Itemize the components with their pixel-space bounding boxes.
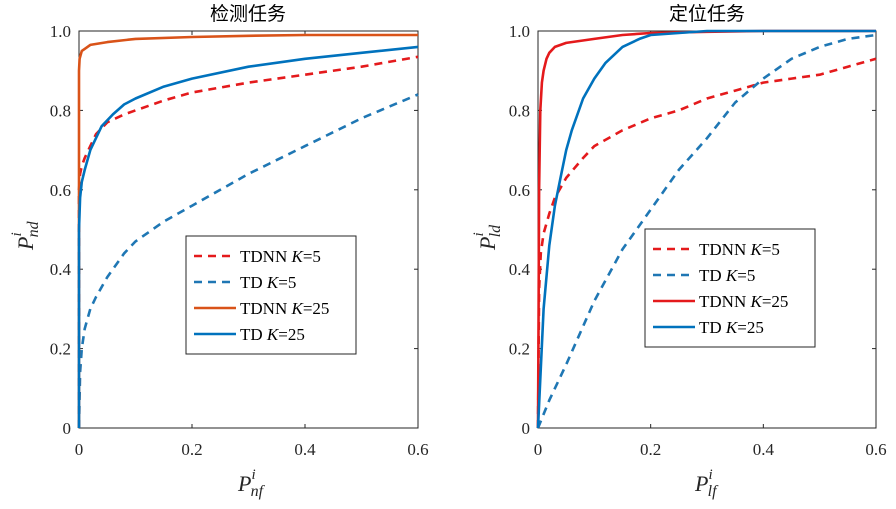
plot-area <box>78 30 419 429</box>
x-axis-label-sup: i <box>708 467 712 483</box>
legend-label-k: K <box>266 273 280 292</box>
series-line <box>77 93 419 429</box>
legend-label: TDNN K=5 <box>240 247 321 266</box>
legend-label-value: =5 <box>762 240 780 259</box>
legend-label: TDNN K=25 <box>699 292 788 311</box>
y-axis-label-main: P <box>13 237 38 251</box>
y-tick-label: 0.2 <box>50 340 71 359</box>
legend-label-prefix: TD <box>699 318 726 337</box>
y-tick-label: 1.0 <box>509 22 530 41</box>
x-tick-label: 0.4 <box>753 440 775 459</box>
axis-ticks: 0 0.2 0.4 0.6 0 0.2 0.4 0.6 0.8 1.0 <box>509 22 887 459</box>
legend-label: TD K=5 <box>699 266 755 285</box>
series-group <box>77 33 419 429</box>
series-line <box>536 33 877 429</box>
legend-label-prefix: TD <box>240 325 267 344</box>
y-axis-label-sub: nd <box>25 220 42 237</box>
x-tick-label: 0 <box>75 440 84 459</box>
series-line <box>536 57 877 429</box>
legend-label-value: =25 <box>737 318 764 337</box>
x-tick-label: 0.4 <box>294 440 316 459</box>
x-tick-label: 0.6 <box>865 440 886 459</box>
x-axis-label-sup: i <box>251 467 255 483</box>
legend-label-value: =5 <box>303 247 321 266</box>
legend-label-value: =25 <box>303 299 330 318</box>
x-axis-label-main: P <box>694 471 708 496</box>
x-tick-label: 0.2 <box>640 440 661 459</box>
y-tick-label: 1.0 <box>50 22 71 41</box>
x-axis-label-sub: lf <box>708 483 719 500</box>
x-axis-label: Pi lf <box>694 467 719 500</box>
legend-label-k: K <box>290 299 304 318</box>
legend-label-k: K <box>749 292 763 311</box>
legend-label-prefix: TDNN <box>240 299 291 318</box>
legend-label-value: =25 <box>278 325 305 344</box>
panel-detection: 检测任务 0 0.2 0.4 0.600.20.40.60.81.0 Pi nf Pin… <box>9 3 429 500</box>
axis-ticks: 0 0.2 0.4 0.6 0 0.2 0.4 0.6 0.8 1.0 <box>50 22 429 459</box>
x-axis-label-main: P <box>237 471 251 496</box>
y-axis-label: Pind <box>9 220 42 251</box>
x-tick-label: 0.2 <box>181 440 202 459</box>
legend-label-value: =5 <box>737 266 755 285</box>
legend-label-prefix: TDNN <box>699 292 750 311</box>
legend-label-prefix: TD <box>240 273 267 292</box>
y-axis-label-sub: ld <box>487 224 504 237</box>
x-axis-label: Pi nf <box>237 467 266 500</box>
x-tick-label: 0 <box>534 440 543 459</box>
chart-title: 检测任务 <box>210 3 286 25</box>
legend-label-k: K <box>725 318 739 337</box>
legend-label-prefix: TDNN <box>699 240 750 259</box>
chart-title: 定位任务 <box>669 3 745 25</box>
y-tick-label: 0.6 <box>509 181 530 200</box>
legend-label-k: K <box>290 247 304 266</box>
series-group <box>536 29 877 429</box>
panel-localization: 定位任务 0 0.2 0.4 0.600.20.40.60.81.0 Pi lf Pil… <box>471 3 887 500</box>
legend-label: TDNN K=5 <box>699 240 780 259</box>
legend-label: TDNN K=25 <box>240 299 329 318</box>
x-axis-label-sub: nf <box>251 483 266 500</box>
legend-label: TD K=25 <box>699 318 764 337</box>
y-tick-label: 0.8 <box>50 101 71 120</box>
legend-label-value: =5 <box>278 273 296 292</box>
y-tick-label: 0.6 <box>50 181 71 200</box>
legend-label: TD K=25 <box>240 325 305 344</box>
y-tick-label: 0 <box>63 419 72 438</box>
y-tick-label: 0.4 <box>509 260 531 279</box>
y-tick-label: 0.8 <box>509 101 530 120</box>
y-axis-label-sup: i <box>9 232 25 236</box>
y-tick-label: 0 <box>522 419 531 438</box>
legend-label-k: K <box>749 240 763 259</box>
series-line <box>77 33 418 428</box>
legend-label: TD K=5 <box>240 273 296 292</box>
y-axis-label: Pild <box>471 224 504 251</box>
series-line <box>536 29 876 429</box>
legend-label-prefix: TDNN <box>240 247 291 266</box>
y-axis-label-main: P <box>475 237 500 251</box>
x-tick-label: 0.6 <box>407 440 428 459</box>
series-line <box>77 45 419 428</box>
y-axis-label-sup: i <box>471 232 487 236</box>
series-line <box>77 55 419 428</box>
legend-label-k: K <box>725 266 739 285</box>
legend-label-value: =25 <box>762 292 789 311</box>
legend-label-k: K <box>266 325 280 344</box>
y-tick-label: 0.2 <box>509 340 530 359</box>
y-tick-label: 0.4 <box>50 260 72 279</box>
legend-label-prefix: TD <box>699 266 726 285</box>
